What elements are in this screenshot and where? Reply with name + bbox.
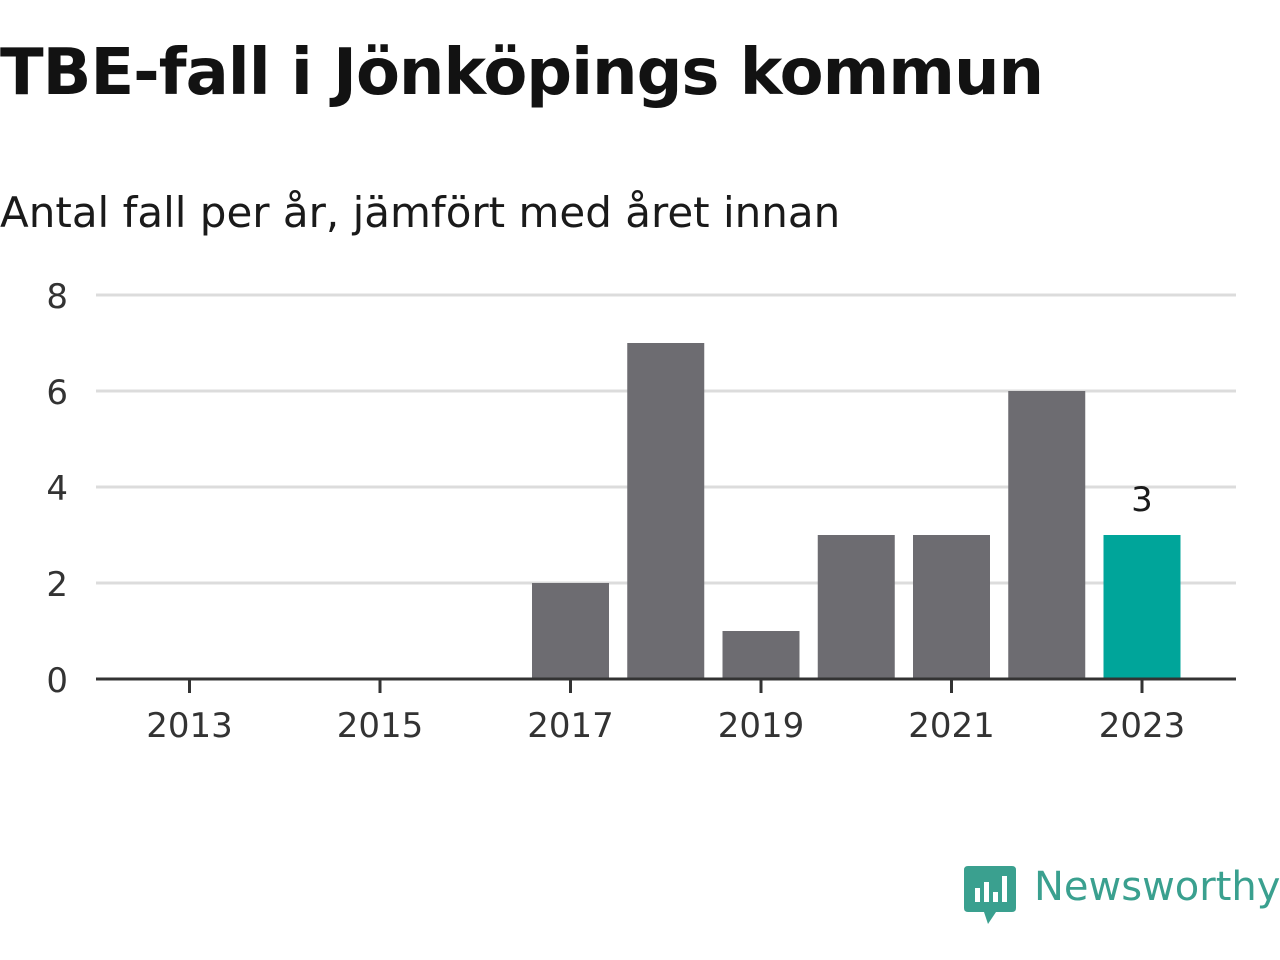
newsworthy-logo-text: Newsworthy (1034, 864, 1280, 910)
bar (913, 535, 990, 679)
y-tick-label: 8 (46, 277, 68, 317)
x-tick-label: 2015 (337, 706, 424, 746)
x-tick-label: 2017 (527, 706, 614, 746)
y-tick-label: 0 (46, 661, 68, 701)
y-tick-label: 6 (46, 373, 68, 413)
x-tick-label: 2023 (1099, 706, 1186, 746)
y-tick-label: 2 (46, 565, 68, 605)
chart-subtitle: Antal fall per år, jämfört med året inna… (0, 188, 841, 237)
data-label: 3 (1131, 480, 1153, 520)
bar (1008, 391, 1086, 679)
axis-layer: 0 2 4 6 8 2013 2015 2017 2019 2021 2023 (46, 277, 1236, 746)
bar (722, 631, 800, 679)
bar-layer: 3 (532, 343, 1181, 679)
newsworthy-logo: Newsworthy (964, 864, 1280, 928)
x-tick-label: 2013 (146, 706, 233, 746)
chart-title: TBE-fall i Jönköpings kommun (0, 36, 1044, 110)
x-tick-label: 2019 (718, 706, 805, 746)
bar (817, 535, 895, 679)
y-tick-label: 4 (46, 469, 68, 509)
newsworthy-logo-icon (964, 866, 1016, 924)
bar (627, 343, 705, 679)
x-tick-label: 2021 (908, 706, 995, 746)
bar-highlight (1103, 535, 1181, 679)
bar (532, 583, 609, 679)
